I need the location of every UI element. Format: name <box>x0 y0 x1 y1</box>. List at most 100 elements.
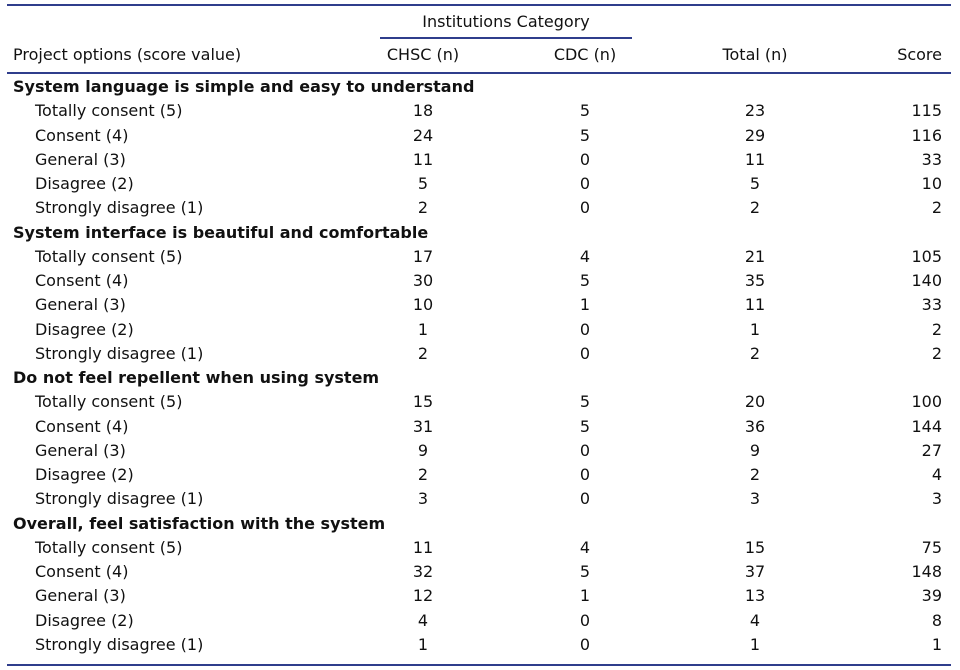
total-value: 1 <box>749 634 761 654</box>
cdc-value: 5 <box>579 562 591 581</box>
column-header-score: Score <box>897 45 942 64</box>
table-row: Consent (4) 24 5 29 116 <box>0 124 960 148</box>
chsc-value: 32 <box>412 562 434 581</box>
score-value: 39 <box>921 586 942 606</box>
chsc-value: 11 <box>412 537 434 557</box>
score-value: 140 <box>911 271 942 290</box>
option-label: Consent (4) <box>35 271 129 290</box>
option-label: Disagree (2) <box>35 465 134 484</box>
total-value: 11 <box>744 149 766 169</box>
score-value: 2 <box>931 319 942 339</box>
column-header-chsc: CHSC (n) <box>386 45 460 64</box>
score-value: 105 <box>911 246 942 266</box>
score-value: 2 <box>931 343 942 363</box>
cdc-value: 5 <box>579 416 591 436</box>
option-label: Consent (4) <box>35 416 129 436</box>
score-value: 27 <box>921 440 942 460</box>
option-label: Consent (4) <box>35 125 129 145</box>
table-row: General (3) 11 0 11 33 <box>0 148 960 172</box>
table-row: Totally consent (5) 18 5 23 115 <box>0 99 960 123</box>
total-value: 36 <box>744 416 766 436</box>
score-value: 2 <box>931 198 942 218</box>
chsc-value: 12 <box>412 586 434 606</box>
score-value: 116 <box>911 125 942 145</box>
cdc-value: 0 <box>579 319 591 339</box>
option-label: Disagree (2) <box>35 319 134 339</box>
option-label: Totally consent (5) <box>35 101 183 121</box>
cdc-value: 4 <box>579 246 591 266</box>
column-header-total: Total (n) <box>722 45 788 64</box>
section-title: Overall, feel satisfaction with the syst… <box>13 513 386 533</box>
total-value: 9 <box>749 440 761 460</box>
score-value: 100 <box>911 392 942 412</box>
chsc-value: 2 <box>417 465 429 484</box>
chsc-value: 5 <box>417 174 429 193</box>
cdc-value: 0 <box>579 174 591 193</box>
table-row: Strongly disagree (1) 3 0 3 3 <box>0 487 960 511</box>
chsc-value: 2 <box>417 343 429 363</box>
score-value: 148 <box>911 562 942 581</box>
score-value: 33 <box>921 295 942 315</box>
chsc-value: 11 <box>412 149 434 169</box>
option-label: Strongly disagree (1) <box>35 343 204 363</box>
total-value: 1 <box>749 319 761 339</box>
cdc-value: 0 <box>579 465 591 484</box>
table-row: Consent (4) 32 5 37 148 <box>0 560 960 584</box>
table-row: Consent (4) 30 5 35 140 <box>0 269 960 293</box>
total-value: 23 <box>744 101 766 121</box>
score-value: 33 <box>921 149 942 169</box>
total-value: 13 <box>744 586 766 606</box>
total-value: 2 <box>749 343 761 363</box>
score-value: 10 <box>921 174 942 193</box>
section-title: System interface is beautiful and comfor… <box>13 222 429 242</box>
chsc-value: 2 <box>417 198 429 218</box>
group-header: Institutions Category <box>422 12 590 31</box>
option-label: Disagree (2) <box>35 174 134 193</box>
option-label: Strongly disagree (1) <box>35 198 204 218</box>
table-row: Strongly disagree (1) 2 0 2 2 <box>0 342 960 366</box>
cdc-value: 0 <box>579 440 591 460</box>
total-value: 29 <box>744 125 766 145</box>
table-row: Strongly disagree (1) 2 0 2 2 <box>0 196 960 220</box>
cdc-value: 5 <box>579 101 591 121</box>
option-label: Disagree (2) <box>35 610 134 630</box>
total-value: 5 <box>749 174 761 193</box>
table-row: General (3) 12 1 13 39 <box>0 584 960 608</box>
score-value: 4 <box>931 465 942 484</box>
cdc-value: 0 <box>579 343 591 363</box>
chsc-value: 18 <box>412 101 434 121</box>
cdc-value: 0 <box>579 610 591 630</box>
chsc-value: 3 <box>417 489 429 509</box>
score-value: 3 <box>931 489 942 509</box>
option-label: General (3) <box>35 586 126 606</box>
cdc-value: 0 <box>579 634 591 654</box>
table-row: Totally consent (5) 17 4 21 105 <box>0 245 960 269</box>
cdc-value: 5 <box>579 125 591 145</box>
option-label: Strongly disagree (1) <box>35 634 204 654</box>
score-value: 115 <box>911 101 942 121</box>
cdc-value: 5 <box>579 392 591 412</box>
option-label: Strongly disagree (1) <box>35 489 204 509</box>
section-row: System interface is beautiful and comfor… <box>0 221 960 245</box>
score-value: 75 <box>921 537 942 557</box>
cdc-value: 5 <box>579 271 591 290</box>
chsc-value: 1 <box>417 319 429 339</box>
cdc-value: 1 <box>579 295 591 315</box>
table-row: Consent (4) 31 5 36 144 <box>0 415 960 439</box>
score-value: 144 <box>911 416 942 436</box>
group-header-rule <box>380 37 632 39</box>
cdc-value: 4 <box>579 537 591 557</box>
header-rule <box>7 72 951 74</box>
total-value: 2 <box>749 465 761 484</box>
option-label: Totally consent (5) <box>35 246 183 266</box>
total-value: 3 <box>749 489 761 509</box>
table-row: Disagree (2) 2 0 2 4 <box>0 463 960 487</box>
table-row: Totally consent (5) 11 4 15 75 <box>0 536 960 560</box>
table-row: Disagree (2) 4 0 4 8 <box>0 609 960 633</box>
table-bottom-rule <box>7 664 951 666</box>
table-row: Strongly disagree (1) 1 0 1 1 <box>0 633 960 657</box>
chsc-value: 9 <box>417 440 429 460</box>
table-row: Disagree (2) 1 0 1 2 <box>0 318 960 342</box>
option-label: Totally consent (5) <box>35 392 183 412</box>
